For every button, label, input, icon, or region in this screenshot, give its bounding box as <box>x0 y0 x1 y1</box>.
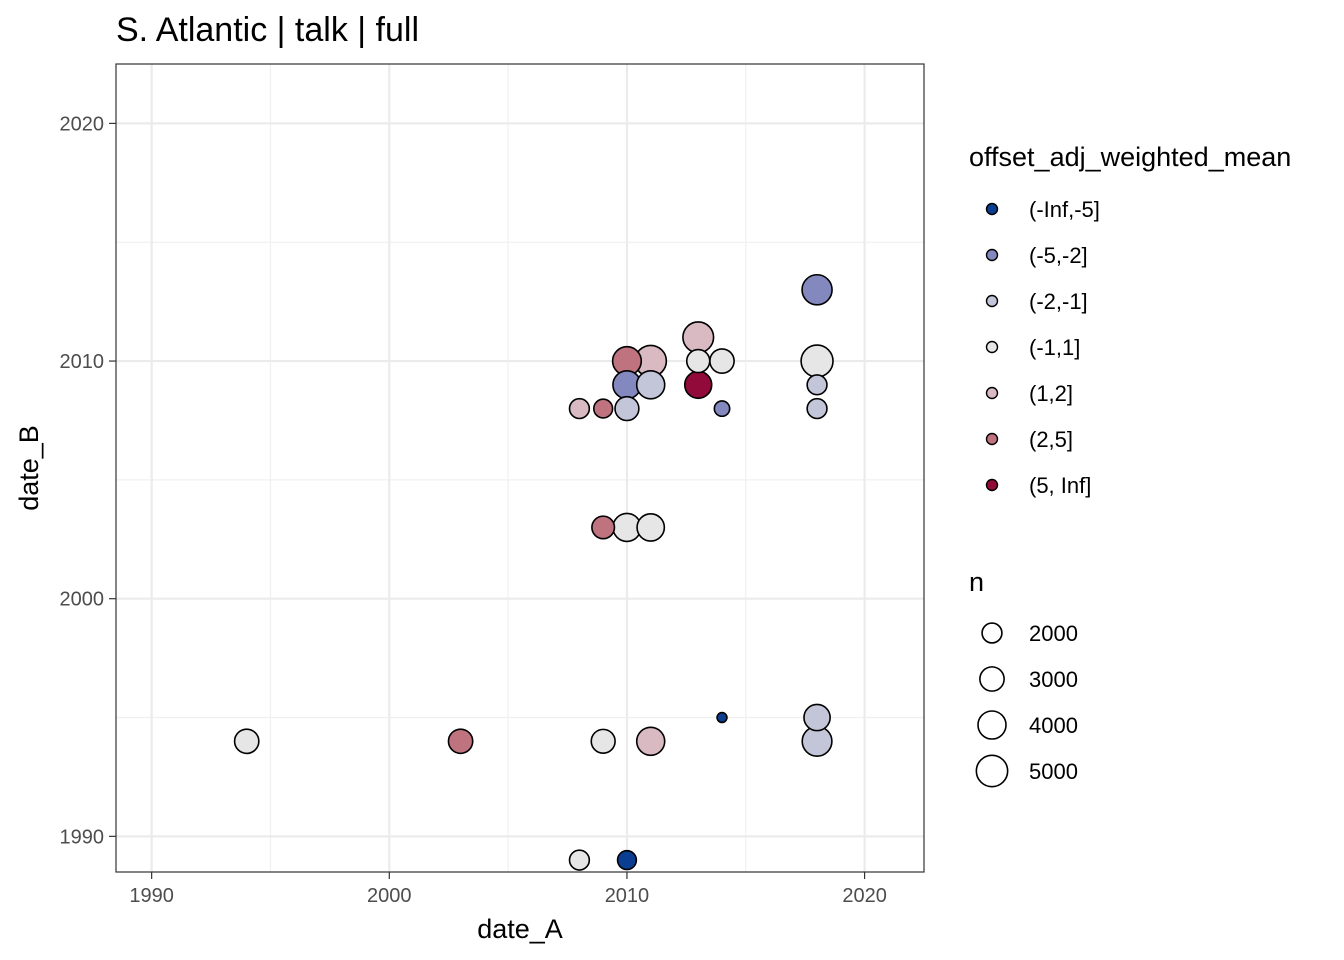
legend-color-key <box>985 202 999 216</box>
legend-size-label: 4000 <box>1029 713 1078 738</box>
chart-title: S. Atlantic | talk | full <box>116 11 419 49</box>
data-points <box>233 273 834 871</box>
y-axis-title: date_B <box>14 425 44 511</box>
color-legend-title: offset_adj_weighted_mean <box>969 142 1291 172</box>
x-tick-label: 2000 <box>367 885 412 907</box>
legend-color-key <box>985 340 999 354</box>
data-point <box>716 711 728 724</box>
data-point <box>683 370 713 400</box>
data-point <box>806 374 828 396</box>
y-tick-label: 1990 <box>60 826 105 848</box>
legend-size-key <box>977 710 1007 740</box>
data-point <box>591 515 616 540</box>
y-tick-label: 2000 <box>60 589 105 611</box>
data-point <box>800 344 834 378</box>
data-point <box>636 512 666 542</box>
x-tick-label: 1990 <box>129 885 174 907</box>
legend-size-label: 5000 <box>1029 759 1078 784</box>
legend-color-label: (-5,-2] <box>1029 243 1088 268</box>
data-point <box>713 400 731 418</box>
data-point <box>803 703 831 732</box>
data-point <box>568 397 591 420</box>
color-legend: offset_adj_weighted_mean (-Inf,-5] (-5,-2… <box>969 142 1291 498</box>
data-point <box>635 726 666 757</box>
legend-size-key <box>975 754 1009 788</box>
data-point <box>616 849 638 871</box>
x-axis-title: date_A <box>477 914 563 944</box>
data-point <box>635 370 666 400</box>
x-tick-label: 2010 <box>605 885 650 907</box>
legend-color-label: (5, Inf] <box>1029 473 1091 498</box>
legend-size-label: 2000 <box>1029 621 1078 646</box>
data-point <box>590 728 616 755</box>
data-point <box>682 321 715 354</box>
data-point <box>568 849 591 871</box>
legend-size-key <box>981 622 1003 644</box>
legend-color-key <box>985 386 999 400</box>
data-point <box>614 395 640 422</box>
legend-color-key <box>985 478 999 492</box>
size-legend-title: n <box>969 567 984 597</box>
data-point <box>447 728 474 755</box>
data-point <box>801 273 833 306</box>
size-legend: n 2000 3000 4000 5000 <box>969 567 1078 788</box>
data-point <box>233 728 260 755</box>
legend-color-label: (-1,1] <box>1029 335 1080 360</box>
grid-lines <box>116 64 924 872</box>
data-point <box>592 398 614 419</box>
legend-size-label: 3000 <box>1029 667 1078 692</box>
y-tick-label: 2010 <box>60 351 105 373</box>
legend-color-label: (2,5] <box>1029 427 1073 452</box>
y-tick-label: 2020 <box>60 113 105 135</box>
legend-color-label: (-Inf,-5] <box>1029 197 1100 222</box>
data-point <box>709 348 735 374</box>
legend-color-label: (1,2] <box>1029 381 1073 406</box>
data-point <box>806 397 828 420</box>
x-tick-label: 2020 <box>842 885 887 907</box>
legend-color-key <box>985 294 999 308</box>
legend-color-label: (-2,-1] <box>1029 289 1088 314</box>
data-point <box>685 348 711 374</box>
plot-panel-border <box>115 63 925 873</box>
legend-color-key <box>985 248 999 262</box>
legend-color-key <box>985 432 999 446</box>
axis-ticks: 1990 2000 2010 2020 1990 2000 2010 2020 <box>60 113 887 907</box>
legend-size-key <box>979 666 1005 692</box>
